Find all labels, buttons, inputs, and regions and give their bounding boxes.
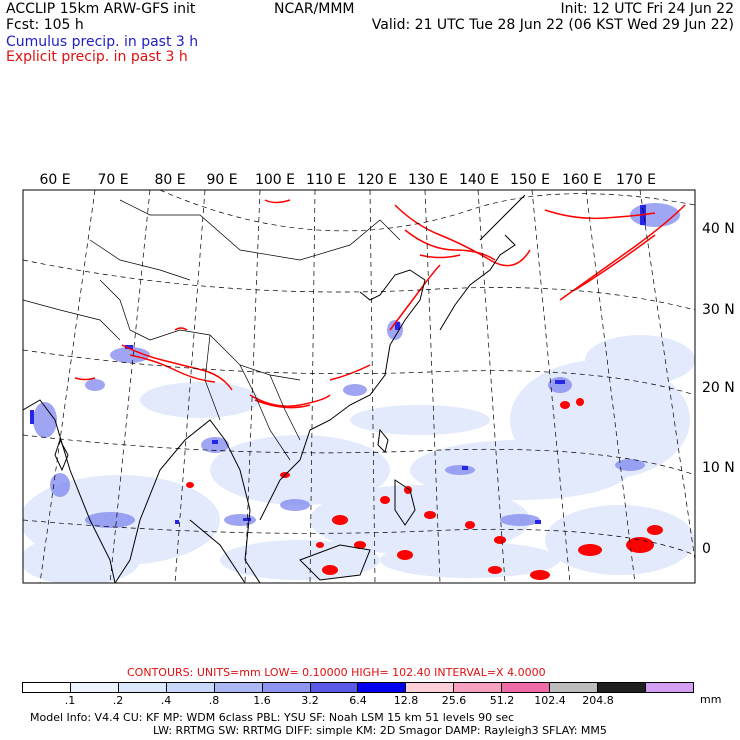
lon-label: 80 E (154, 172, 186, 188)
colorbar-swatch (645, 683, 693, 692)
lon-label: 140 E (458, 172, 500, 188)
colorbar-swatch (70, 683, 119, 692)
colorbar-swatch (118, 683, 167, 692)
country-borders (23, 199, 401, 461)
colorbar-tick-label: 204.8 (582, 694, 614, 707)
footer-model-info: Model Info: V4.4 CU: KF MP: WDM 6class P… (30, 711, 515, 724)
colorbar-swatch (406, 683, 455, 692)
lat-label: 30 N (702, 302, 735, 318)
lon-label: 130 E (407, 172, 449, 188)
init-time: Init: 12 UTC Fri 24 Jun 22 (560, 1, 734, 17)
colorbar-tick-label: 25.6 (441, 694, 467, 707)
colorbar-tick-label: 12.8 (393, 694, 419, 707)
lat-label: 40 N (702, 221, 735, 237)
lat-label: 20 N (702, 380, 735, 396)
colorbar-tick-label: .8 (208, 694, 220, 707)
contours-info: CONTOURS: UNITS=mm LOW= 0.10000 HIGH= 10… (127, 666, 546, 679)
colorbar-tick-label: 51.2 (489, 694, 515, 707)
lon-label: 60 E (39, 172, 71, 188)
colorbar (22, 682, 694, 693)
colorbar-swatch (23, 683, 71, 692)
lon-label: 90 E (206, 172, 238, 188)
lon-label: 120 E (356, 172, 398, 188)
colorbar-swatch (166, 683, 215, 692)
lon-label: 110 E (305, 172, 347, 188)
colorbar-swatch (358, 683, 407, 692)
footer-physics-info: LW: RRTMG SW: RRTMG DIFF: simple KM: 2D … (153, 724, 607, 737)
cumulus-precip-light (23, 335, 695, 583)
colorbar-tick-label: 6.4 (349, 694, 367, 707)
colorbar-tick-label: .4 (160, 694, 172, 707)
colorbar-swatch (502, 683, 551, 692)
lon-label: 150 E (509, 172, 551, 188)
lon-label: 70 E (97, 172, 129, 188)
lat-label: 0 (702, 541, 711, 557)
explicit-precip (74, 199, 686, 409)
valid-time: Valid: 21 UTC Tue 28 Jun 22 (06 KST Wed … (371, 17, 734, 33)
lon-label: 100 E (254, 172, 296, 188)
lon-label: 170 E (615, 172, 657, 188)
colorbar-swatch (454, 683, 503, 692)
legend-explicit: Explicit precip. in past 3 h (6, 49, 188, 65)
graticule (23, 190, 695, 583)
coastlines (23, 194, 526, 583)
colorbar-tick-label: 1.6 (253, 694, 271, 707)
colorbar-tick-label: 3.2 (301, 694, 319, 707)
colorbar-tick-label: .2 (112, 694, 124, 707)
legend-cumulus: Cumulus precip. in past 3 h (6, 34, 199, 50)
forecast-hour: Fcst: 105 h (6, 17, 84, 33)
lat-label: 10 N (702, 460, 735, 476)
center-label: NCAR/MMM (274, 1, 355, 17)
colorbar-swatch (598, 683, 646, 692)
lon-label: 160 E (561, 172, 603, 188)
colorbar-swatch (550, 683, 599, 692)
colorbar-tick-label: 102.4 (534, 694, 566, 707)
colorbar-swatch (310, 683, 359, 692)
colorbar-swatch (262, 683, 311, 692)
title-left: ACCLIP 15km ARW-GFS init (6, 1, 196, 17)
colorbar-tick-label: .1 (64, 694, 76, 707)
colorbar-swatch (214, 683, 263, 692)
colorbar-unit: mm (700, 693, 722, 706)
map-frame (22, 189, 696, 584)
